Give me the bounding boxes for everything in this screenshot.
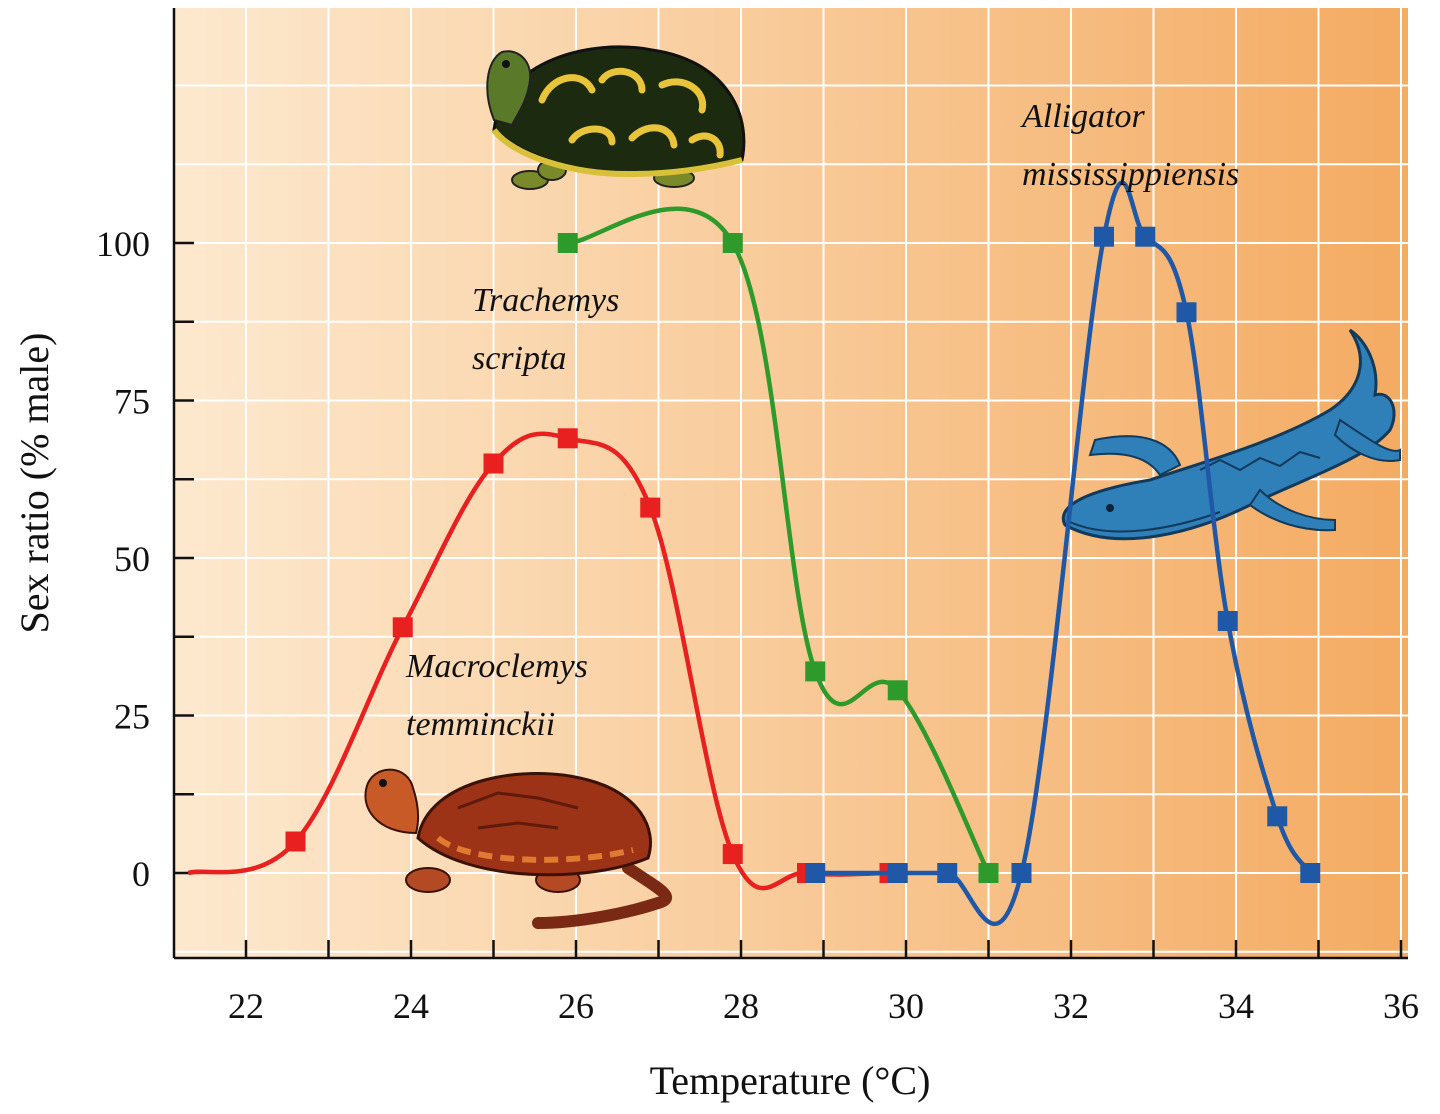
alligator-icon [1061, 328, 1401, 541]
species-label-trachemys: Trachemys scripta [472, 282, 619, 377]
data-point [483, 453, 504, 474]
data-point [1217, 611, 1238, 631]
data-point [937, 863, 958, 883]
species-label-line: mississippiensis [1022, 156, 1239, 193]
species-label-macroclemys: Macroclemys temminckii [405, 648, 588, 743]
data-point [722, 844, 743, 865]
series-trachemys-scripta [557, 206, 999, 883]
data-point [640, 497, 661, 518]
axes [172, 8, 1408, 960]
x-tick-label: 22 [228, 986, 264, 1026]
series-line [567, 206, 991, 875]
data-point [285, 831, 306, 852]
x-tick-label: 36 [1383, 986, 1419, 1026]
y-tick-label: 50 [114, 539, 150, 579]
x-axis-title: Temperature (°C) [650, 1058, 931, 1103]
data-point [392, 617, 413, 638]
y-tick-label: 75 [114, 382, 150, 422]
species-label-line: Alligator [1020, 98, 1146, 135]
species-label-line: temminckii [406, 706, 555, 743]
x-ticks: 22 24 26 28 30 32 34 36 [228, 940, 1419, 1026]
x-tick-label: 32 [1053, 986, 1089, 1026]
x-tick-label: 30 [888, 986, 924, 1026]
data-point [722, 233, 743, 253]
x-tick-label: 24 [393, 986, 429, 1026]
data-point [1300, 863, 1321, 883]
x-tick-label: 26 [558, 986, 594, 1026]
data-point [1135, 226, 1156, 247]
data-point [887, 863, 908, 883]
y-axis-title: Sex ratio (% male) [12, 333, 57, 634]
data-point [1094, 226, 1114, 247]
x-tick-label: 28 [723, 986, 759, 1026]
y-tick-label: 100 [96, 224, 150, 264]
data-point [805, 661, 826, 682]
data-point [557, 233, 578, 253]
data-point [805, 863, 826, 883]
y-tick-label: 0 [132, 854, 150, 894]
species-label-line: Trachemys [472, 282, 619, 319]
data-point [887, 680, 908, 701]
series-macroclemys-temminckii [187, 428, 900, 891]
data-point [1267, 806, 1288, 827]
data-point [1176, 302, 1197, 323]
data-point [557, 428, 578, 449]
data-point [1011, 863, 1032, 883]
data-point [978, 863, 999, 883]
species-label-line: scripta [472, 340, 566, 377]
species-label-line: Macroclemys [405, 648, 588, 685]
series-layer [187, 180, 1321, 927]
y-ticks: 0 25 50 75 100 [96, 224, 194, 894]
series-alligator-mississippiensis [805, 180, 1321, 927]
species-label-alligator: Alligator mississippiensis [1020, 98, 1239, 193]
x-tick-label: 34 [1218, 986, 1254, 1026]
slider-turtle-icon [486, 45, 746, 190]
y-tick-label: 25 [114, 697, 150, 737]
snapping-turtle-icon [364, 768, 672, 929]
